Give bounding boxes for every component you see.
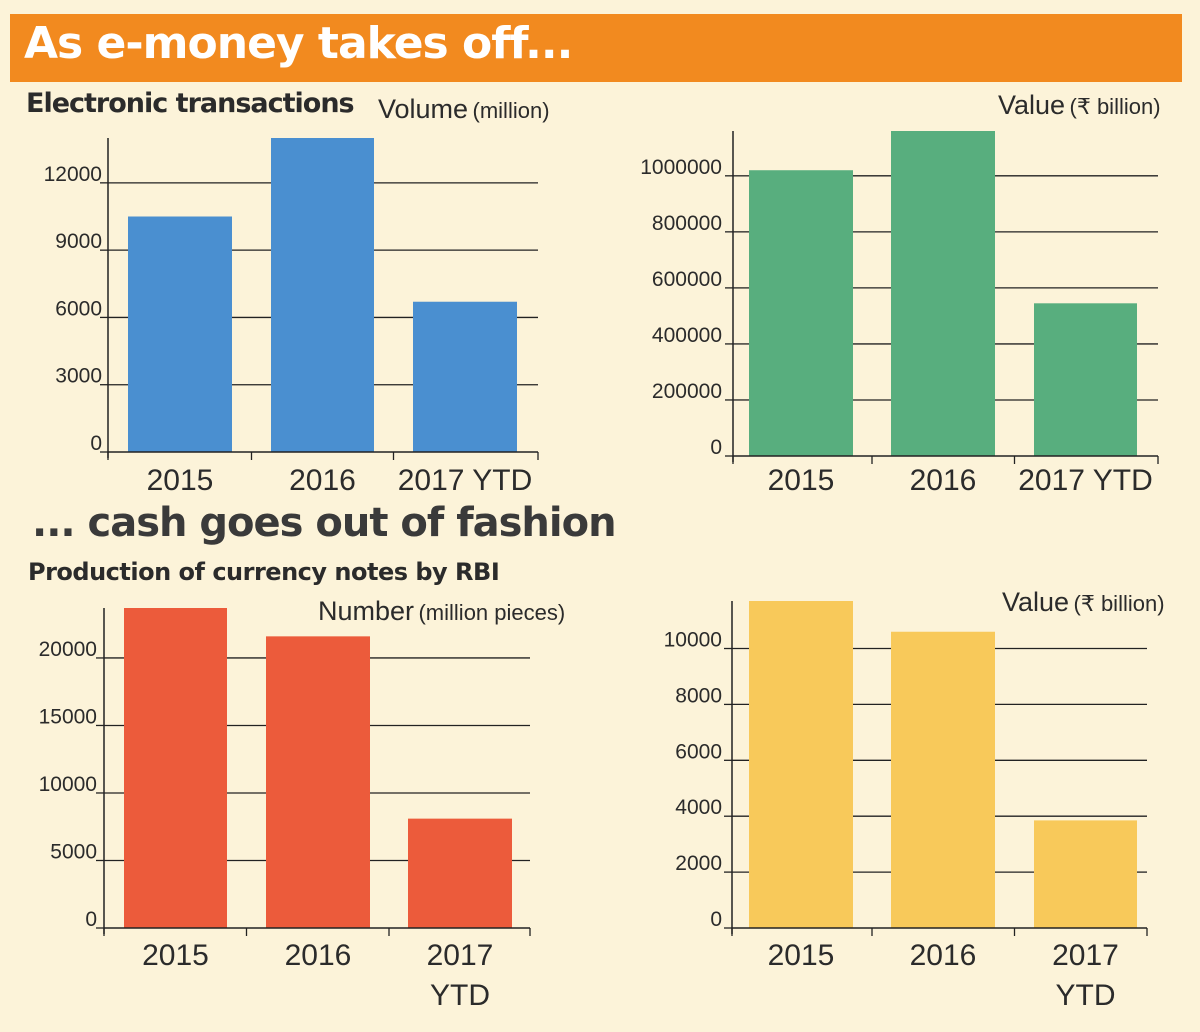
unit-main: Value (998, 90, 1066, 120)
bar-2016 (266, 636, 370, 928)
section-headline-cash: ... cash goes out of fashion (32, 500, 617, 546)
y-tick-label: 8000 (675, 684, 722, 707)
category-label: 2017 YTD (398, 464, 533, 497)
category-label: 2017 YTD (1018, 464, 1153, 497)
unit-paren: (₹ billion) (1073, 591, 1165, 616)
unit-main: Value (1002, 587, 1070, 617)
bar-2016 (271, 138, 374, 452)
unit-main: Volume (378, 94, 469, 124)
bar-2015 (124, 608, 227, 928)
category-label: 2016 (289, 464, 356, 497)
unit-label-value-top: Value (₹ billion) (998, 90, 1161, 121)
unit-main: Number (318, 596, 415, 626)
y-tick-label: 0 (710, 436, 722, 459)
y-tick-label: 1000000 (640, 156, 722, 179)
y-tick-label: 6000 (675, 740, 722, 763)
unit-paren: (million pieces) (418, 600, 566, 625)
y-tick-label: 10000 (39, 773, 97, 796)
category-label: YTD (1056, 979, 1116, 1012)
category-label: 2016 (910, 464, 977, 497)
bar-2015 (128, 216, 232, 452)
unit-label-number: Number (million pieces) (318, 596, 565, 627)
category-label: 2016 (285, 939, 352, 972)
unit-label-value-bottom: Value (₹ billion) (1002, 587, 1165, 618)
y-tick-label: 200000 (652, 380, 722, 403)
y-tick-label: 4000 (675, 796, 722, 819)
unit-paren: (million) (472, 98, 550, 123)
bar-2016 (891, 631, 995, 928)
bar-2016 (891, 131, 995, 456)
category-label: 2016 (910, 939, 977, 972)
category-label: 2017 (427, 939, 494, 972)
banner-title: As e-money takes off... (24, 18, 573, 69)
y-tick-label: 10000 (664, 629, 722, 652)
bar-2015 (749, 601, 853, 928)
y-tick-label: 400000 (652, 324, 722, 347)
y-tick-label: 15000 (39, 705, 97, 728)
bar-2017-ytd (408, 818, 512, 928)
bar-2015 (749, 170, 853, 457)
bar-2017-ytd (413, 301, 517, 452)
y-tick-label: 9000 (55, 230, 102, 253)
category-label: 2015 (142, 939, 209, 972)
unit-label-volume: Volume (million) (378, 94, 550, 125)
y-tick-label: 5000 (50, 840, 97, 863)
section-title-production: Production of currency notes by RBI (28, 558, 500, 586)
unit-paren: (₹ billion) (1069, 94, 1161, 119)
banner: As e-money takes off... (10, 14, 1182, 82)
category-label: 2017 (1052, 939, 1119, 972)
y-tick-label: 20000 (39, 638, 97, 661)
bar-2017-ytd (1034, 303, 1137, 456)
y-tick-label: 0 (710, 908, 722, 931)
y-tick-label: 0 (90, 432, 102, 455)
y-tick-label: 600000 (652, 268, 722, 291)
y-tick-label: 6000 (55, 297, 102, 320)
category-label: YTD (430, 979, 490, 1012)
section-title-electronic: Electronic transactions (26, 88, 355, 119)
y-tick-label: 800000 (652, 212, 722, 235)
category-label: 2015 (768, 939, 835, 972)
y-tick-label: 0 (85, 908, 97, 931)
category-label: 2015 (768, 464, 835, 497)
y-tick-label: 12000 (44, 163, 102, 186)
y-tick-label: 2000 (675, 852, 722, 875)
y-tick-label: 3000 (55, 365, 102, 388)
category-label: 2015 (147, 464, 214, 497)
bar-2017-ytd (1034, 820, 1137, 928)
